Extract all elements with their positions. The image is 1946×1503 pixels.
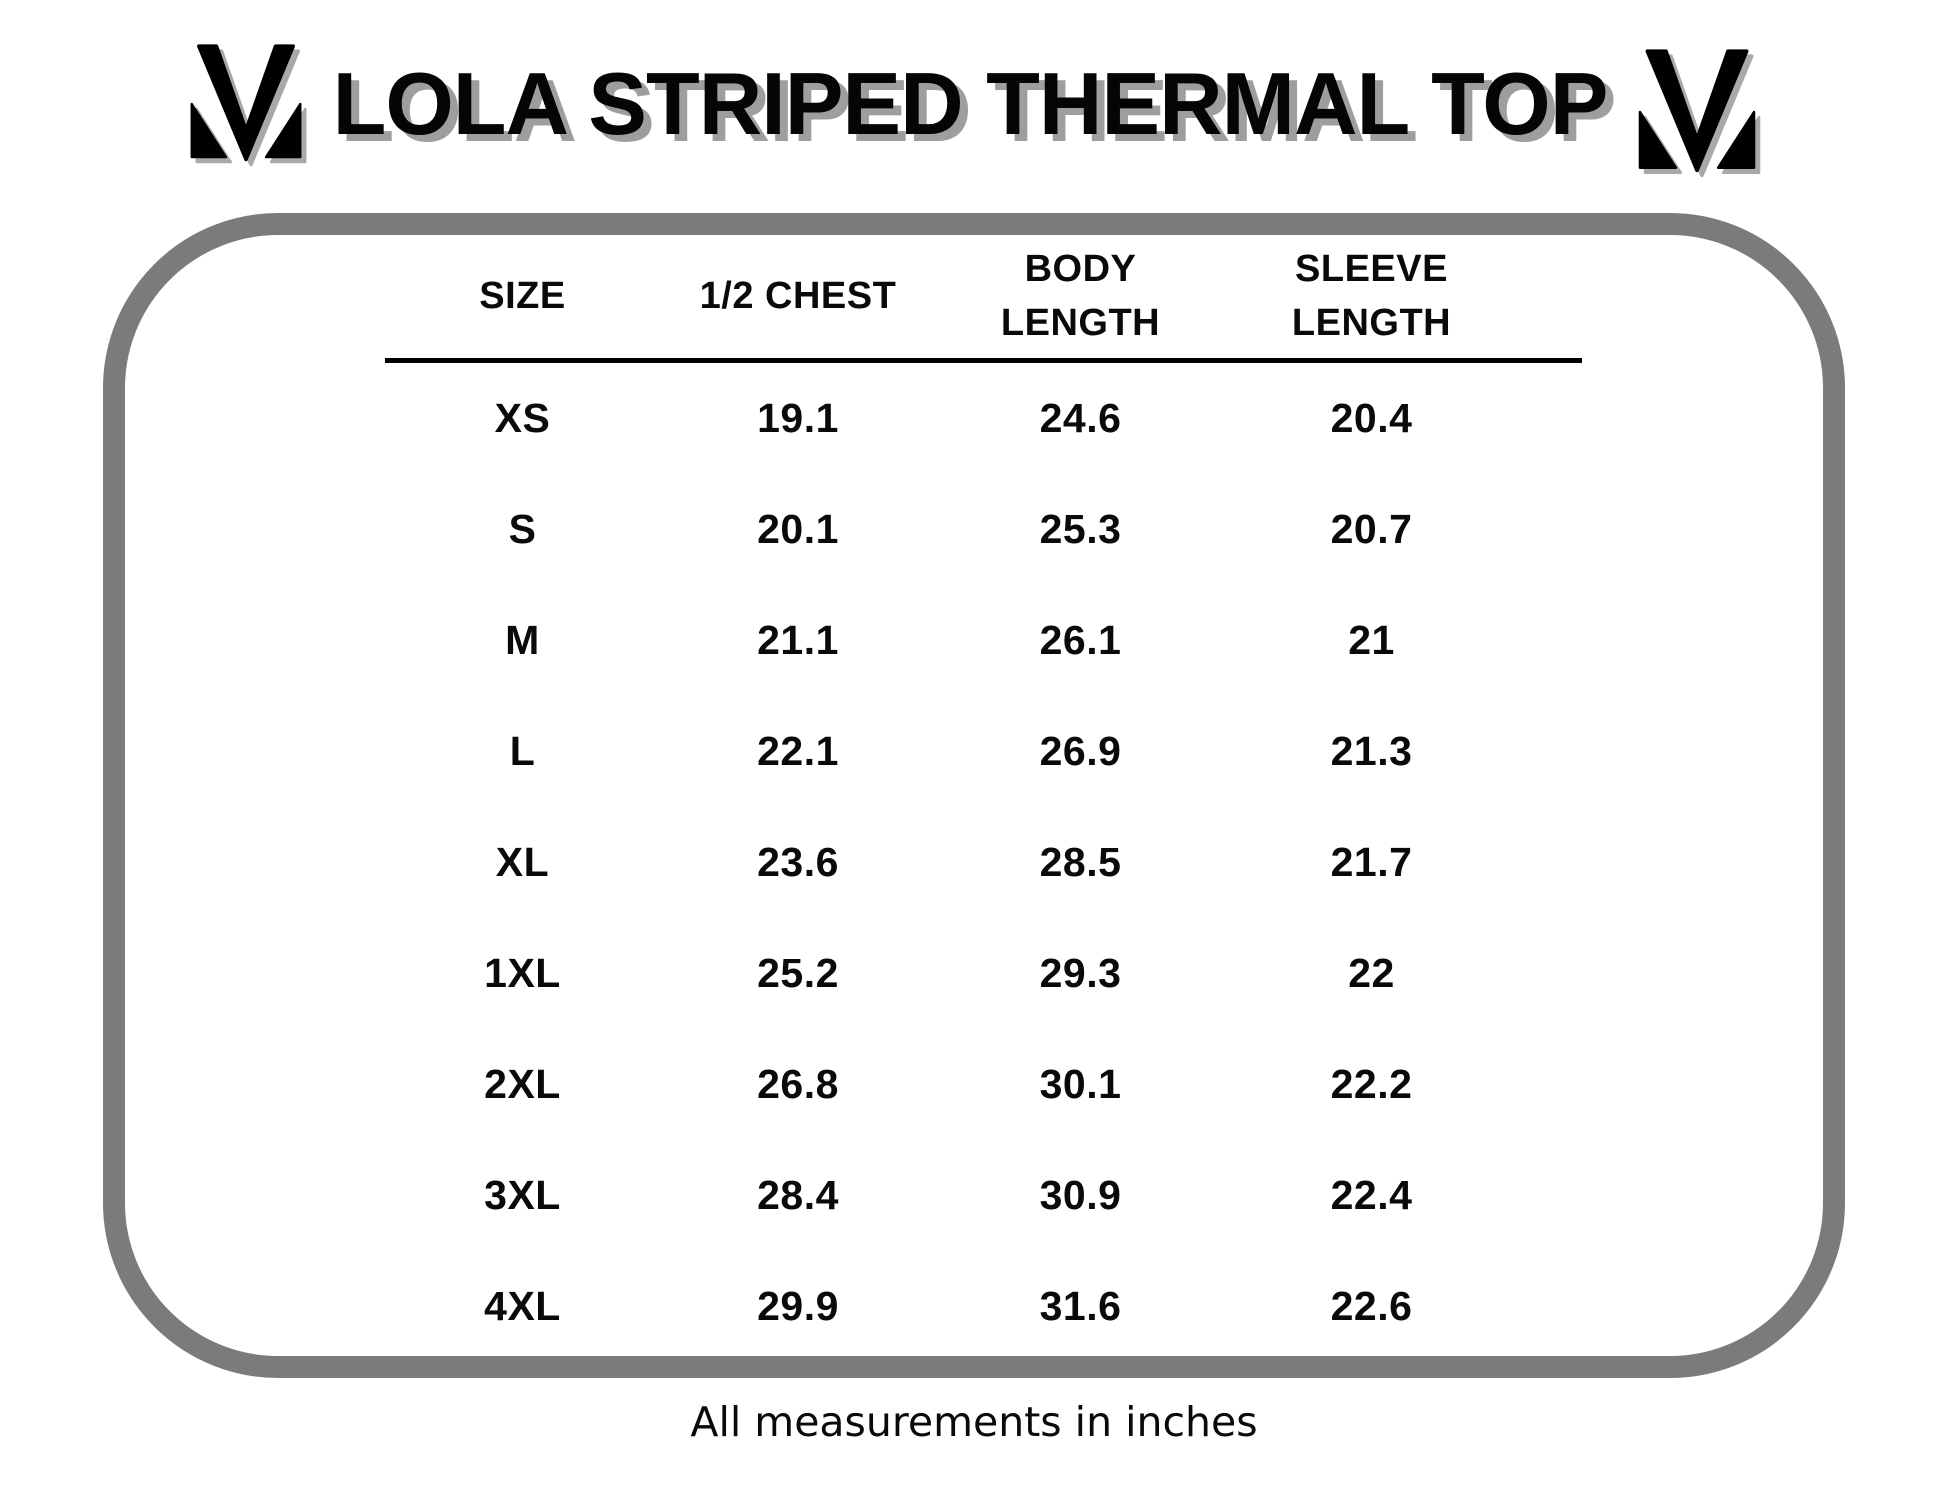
half-chest-cell: 23.6 xyxy=(757,839,839,885)
half-chest-cell: 29.9 xyxy=(757,1283,839,1329)
body-length-cell: 29.3 xyxy=(1039,950,1122,996)
table-header-row: SIZE 1/2 CHEST BODY LENGTH SLEEVE LENGTH xyxy=(385,235,1582,363)
half-chest-cell: 26.8 xyxy=(757,1061,839,1107)
brand-title-row: LOLA STRIPED THERMAL TOP xyxy=(0,26,1946,182)
rounded-frame xyxy=(103,213,1845,1378)
half-chest-cell: 20.1 xyxy=(757,506,839,552)
half-chest-cell: 21.1 xyxy=(757,617,839,663)
size-table: SIZE 1/2 CHEST BODY LENGTH SLEEVE LENGTH… xyxy=(385,235,1582,1362)
body-length-cell: 24.6 xyxy=(1039,395,1122,441)
table-row: S 20.1 25.3 20.7 xyxy=(385,474,1582,585)
body-length-cell: 25.3 xyxy=(1039,506,1122,552)
table-row: 4XL 29.9 31.6 22.6 xyxy=(385,1251,1582,1362)
column-header-body-length: BODY LENGTH xyxy=(1000,247,1161,344)
half-chest-cell: 22.1 xyxy=(757,728,839,774)
size-cell: L xyxy=(509,728,536,774)
column-header-size: SIZE xyxy=(479,274,566,317)
sleeve-length-cell: 20.4 xyxy=(1330,395,1413,441)
size-cell: XL xyxy=(495,839,550,885)
table-row: L 22.1 26.9 21.3 xyxy=(385,696,1582,807)
half-chest-cell: 25.2 xyxy=(757,950,839,996)
body-length-cell: 28.5 xyxy=(1039,839,1122,885)
sleeve-length-cell: 21.7 xyxy=(1330,839,1413,885)
page-title: LOLA STRIPED THERMAL TOP xyxy=(332,54,1609,153)
body-length-cell: 30.1 xyxy=(1039,1061,1122,1107)
sleeve-length-cell: 21 xyxy=(1348,617,1395,663)
table-row: 3XL 28.4 30.9 22.4 xyxy=(385,1140,1582,1251)
mv-monogram-icon xyxy=(1639,49,1756,173)
body-length-cell: 26.1 xyxy=(1039,617,1122,663)
column-header-sleeve-length: SLEEVE LENGTH xyxy=(1291,247,1452,344)
size-cell: 1XL xyxy=(484,950,561,996)
half-chest-cell: 28.4 xyxy=(757,1172,839,1218)
sleeve-length-cell: 22.6 xyxy=(1330,1283,1413,1329)
sleeve-length-cell: 22.2 xyxy=(1330,1061,1413,1107)
sleeve-length-cell: 21.3 xyxy=(1330,728,1413,774)
column-header-half-chest: 1/2 CHEST xyxy=(699,274,897,317)
table-row: 1XL 25.2 29.3 22 xyxy=(385,918,1582,1029)
table-row: M 21.1 26.1 21 xyxy=(385,585,1582,696)
table-row: XL 23.6 28.5 21.7 xyxy=(385,807,1582,918)
body-length-cell: 30.9 xyxy=(1039,1172,1122,1218)
sleeve-length-cell: 20.7 xyxy=(1330,506,1413,552)
sleeve-length-cell: 22 xyxy=(1348,950,1395,996)
size-cell: 2XL xyxy=(484,1061,561,1107)
table-row: XS 19.1 24.6 20.4 xyxy=(385,363,1582,474)
size-cell: S xyxy=(508,506,537,552)
half-chest-cell: 19.1 xyxy=(757,395,839,441)
measurements-note: All measurements in inches xyxy=(690,1398,1258,1446)
table-row: 2XL 26.8 30.1 22.2 xyxy=(385,1029,1582,1140)
size-cell: 4XL xyxy=(484,1283,561,1329)
size-cell: XS xyxy=(494,395,551,441)
body-length-cell: 31.6 xyxy=(1039,1283,1122,1329)
mv-monogram-icon xyxy=(190,44,302,162)
sleeve-length-cell: 22.4 xyxy=(1330,1172,1413,1218)
size-cell: M xyxy=(505,617,540,663)
body-length-cell: 26.9 xyxy=(1039,728,1122,774)
size-cell: 3XL xyxy=(484,1172,561,1218)
